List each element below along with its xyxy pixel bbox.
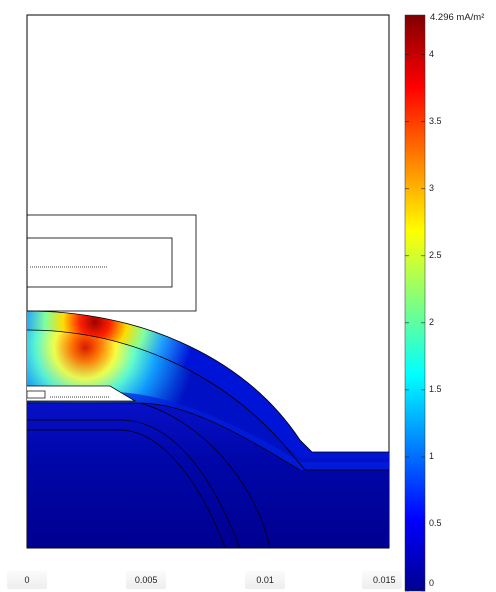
- colorbar-tick-label: 3: [429, 182, 435, 193]
- inner-coil-box: [26, 237, 173, 288]
- layer-boundary-3: [27, 429, 226, 548]
- x-tick-background: [362, 571, 402, 589]
- colorbar: [404, 14, 426, 592]
- substrate-region: [27, 403, 389, 548]
- inner-layer-region: [27, 330, 389, 470]
- colorbar-tick-label: 4: [429, 48, 435, 59]
- cavity-small-box: [27, 390, 46, 399]
- colorbar-ticks: [405, 54, 425, 592]
- x-tick-background: [245, 571, 286, 589]
- colorbar-tick-label: 1.5: [429, 383, 442, 394]
- x-tick-label: 0.01: [256, 575, 274, 585]
- colorbar-tick-label: 1: [429, 450, 435, 461]
- layer-boundary-2: [27, 419, 241, 548]
- colorbar-tick-label: 3.5: [429, 115, 442, 126]
- colorbar-tick-label: 0: [429, 578, 435, 588]
- colorbar-tick-label: 2.5: [429, 249, 442, 260]
- x-tick-label: 0.015: [372, 575, 396, 585]
- surface-boundary: [27, 310, 389, 453]
- colorbar-tick-label: 0.5: [429, 517, 442, 528]
- layer-boundary-1: [27, 402, 301, 471]
- inner-boundary: [27, 329, 389, 471]
- colorbar-tick-label: 2: [429, 316, 435, 327]
- x-tick-background: [7, 571, 47, 589]
- x-tick-label: 0.005: [134, 575, 158, 585]
- x-tick-background: [126, 571, 167, 589]
- x-tick-label: 0: [24, 575, 30, 585]
- colorbar-max-label: 4.296 mA/m²: [430, 12, 485, 23]
- layer-boundary-4: [139, 402, 271, 548]
- cavity-outline: [27, 385, 137, 402]
